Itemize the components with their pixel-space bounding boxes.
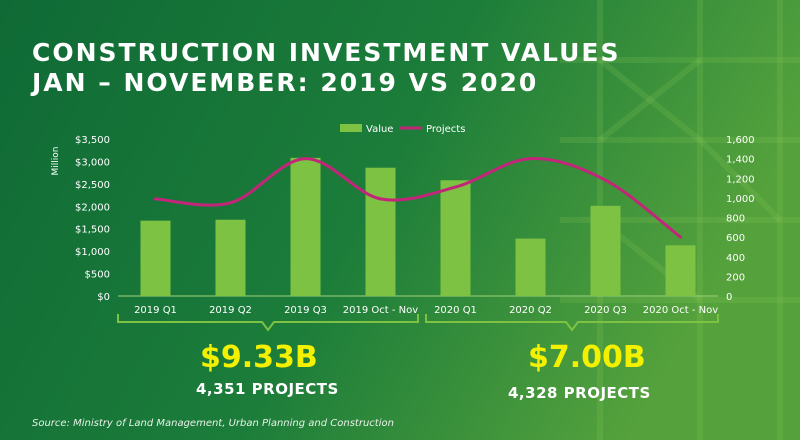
legend-value-label: Value	[366, 124, 393, 135]
projects-point-2	[229, 201, 232, 205]
summary-2020-projects: 4,328 PROJECTS	[508, 384, 651, 402]
y2-tick-label: 1,200	[726, 174, 755, 185]
x-tick-label: 2020 Q1	[434, 305, 477, 316]
x-tick-label: 2019 Q3	[284, 305, 327, 316]
projects-point-4	[379, 197, 382, 201]
projects-point-3	[304, 157, 307, 161]
projects-point-7	[604, 178, 607, 182]
y-tick-label: $0	[97, 292, 110, 303]
projects-point-6	[529, 157, 532, 161]
legend-value-swatch	[340, 124, 362, 132]
x-tick-label: 2019 Q2	[209, 305, 252, 316]
y2-tick-label: 1,400	[726, 155, 755, 166]
y2-tick-label: 0	[726, 292, 732, 303]
bar-5	[440, 180, 471, 296]
source-note: Source: Ministry of Land Management, Urb…	[32, 418, 394, 429]
summary-2019-projects: 4,351 PROJECTS	[196, 380, 339, 398]
x-tick-label: 2019 Q1	[134, 305, 177, 316]
summary-2019-amount: $9.33B	[200, 340, 318, 375]
page-title-line2: JAN – NOVEMBER: 2019 VS 2020	[32, 68, 539, 97]
projects-point-8	[679, 235, 682, 239]
projects-point-5	[454, 185, 457, 189]
y-tick-label: $2,000	[75, 202, 110, 213]
bracket-2020	[425, 314, 719, 332]
summary-2020-amount: $7.00B	[528, 340, 646, 375]
y2-tick-label: 200	[726, 272, 745, 283]
y2-tick-label: 1,600	[726, 135, 755, 146]
y2-tick-label: 1,000	[726, 194, 755, 205]
bar-7	[590, 205, 621, 296]
page-title-line1: CONSTRUCTION INVESTMENT VALUES	[32, 38, 621, 67]
projects-line	[154, 157, 682, 239]
y2-tick-label: 800	[726, 214, 745, 225]
bar-1	[140, 220, 171, 296]
legend-projects-label: Projects	[426, 124, 465, 135]
x-tick-label: 2019 Oct - Nov	[343, 305, 418, 316]
x-tick-label: 2020 Q2	[509, 305, 552, 316]
bracket-2019	[117, 314, 419, 332]
y-tick-label: $3,000	[75, 157, 110, 168]
y2-tick-label: 400	[726, 253, 745, 264]
y-tick-label: $500	[85, 270, 110, 281]
bar-2	[215, 219, 246, 296]
y-axis-label: Million	[51, 147, 61, 176]
y-tick-label: $3,500	[75, 135, 110, 146]
bar-8	[665, 245, 696, 296]
y-tick-label: $1,000	[75, 247, 110, 258]
y-tick-label: $1,500	[75, 225, 110, 236]
projects-point-1	[154, 197, 157, 201]
bar-4	[365, 167, 396, 296]
y-tick-label: $2,500	[75, 180, 110, 191]
x-tick-label: 2020 Q3	[584, 305, 627, 316]
bar-6	[515, 238, 546, 296]
y2-tick-label: 600	[726, 233, 745, 244]
x-tick-label: 2020 Oct - Nov	[643, 305, 718, 316]
bar-3	[290, 157, 321, 296]
